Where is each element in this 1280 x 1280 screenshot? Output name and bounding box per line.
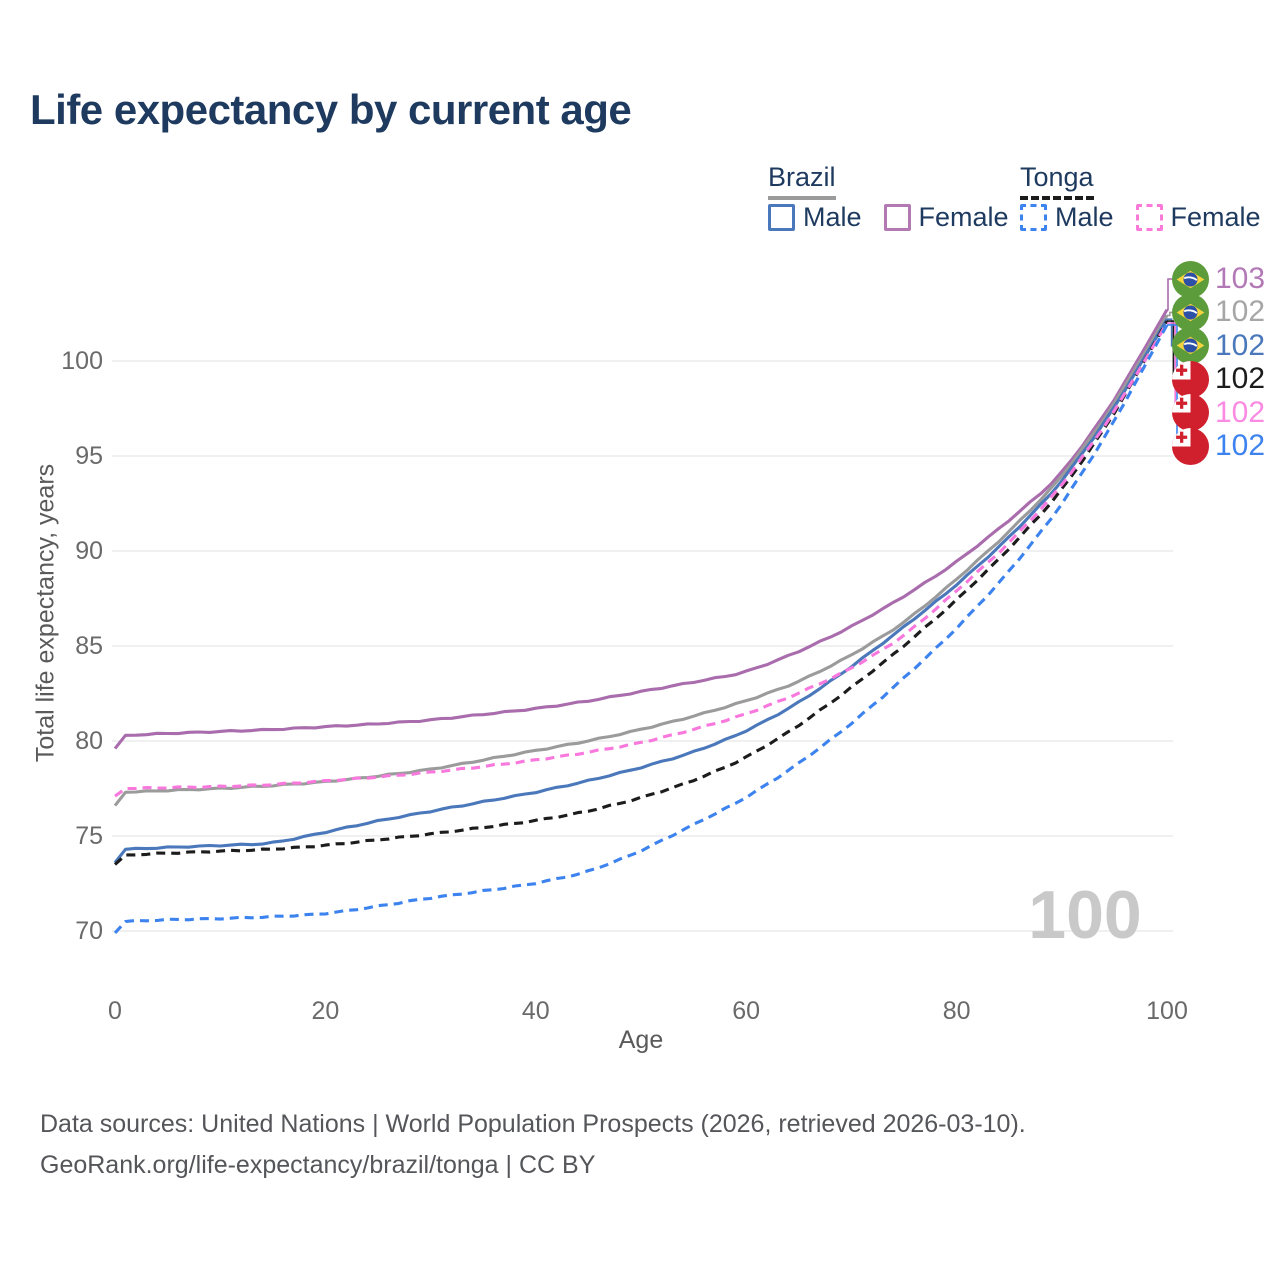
legend-country-brazil: Brazil — [768, 162, 836, 201]
series-line-tonga-female — [114, 322, 1169, 798]
legend-label-brazil-male: Male — [803, 202, 862, 232]
end-value-tonga-male: 102 — [1215, 429, 1266, 462]
legend-swatch-tonga-female[interactable] — [1135, 204, 1163, 231]
y-tick-100: 100 — [61, 347, 103, 375]
y-tick-70: 70 — [75, 917, 103, 945]
legend-item-brazil-male[interactable]: Male — [768, 202, 862, 233]
x-tick-100: 100 — [1146, 997, 1188, 1025]
tonga-flag-icon — [1172, 394, 1209, 432]
legend-label-brazil-female: Female — [918, 202, 1009, 232]
x-tick-20: 20 — [311, 997, 340, 1025]
chart-title: Life expectancy by current age — [30, 86, 632, 133]
watermark-age-100: 100 — [1028, 877, 1142, 953]
end-value-brazil-female: 103 — [1215, 262, 1266, 295]
y-tick-80: 80 — [75, 727, 103, 755]
legend-item-tonga-female[interactable]: Female — [1135, 202, 1261, 233]
series-line-brazil-both-sexes — [113, 314, 1169, 807]
legend-label-tonga-male: Male — [1055, 202, 1114, 232]
end-label-tonga-female: 102 — [1172, 394, 1266, 432]
end-label-tonga-both-sexes: 102 — [1172, 360, 1266, 398]
y-tick-85: 85 — [75, 632, 103, 660]
brazil-flag-icon — [1172, 260, 1209, 298]
end-value-brazil-both-sexes: 102 — [1215, 295, 1266, 329]
legend-group-brazil: Brazil Male Female — [768, 162, 1009, 232]
legend-group-tonga: Tonga Male Female — [1020, 162, 1261, 232]
series-line-brazil-male — [113, 318, 1169, 864]
footer-sources: Data sources: United Nations | World Pop… — [40, 1110, 1026, 1138]
series-line-brazil-female — [113, 308, 1169, 750]
brazil-flag-icon — [1172, 293, 1209, 331]
legend-item-tonga-male[interactable]: Male — [1020, 202, 1114, 233]
y-tick-75: 75 — [75, 822, 103, 850]
legend-swatch-brazil-male[interactable] — [768, 204, 795, 231]
end-value-brazil-male: 102 — [1215, 328, 1266, 362]
end-label-brazil-both-sexes: 102 — [1172, 293, 1266, 331]
series-line-tonga-male — [113, 324, 1169, 934]
legend-swatch-tonga-male[interactable] — [1020, 204, 1047, 231]
footer-link: GeoRank.org/life-expectancy/brazil/tonga… — [40, 1150, 596, 1179]
x-axis-title: Age — [618, 1026, 664, 1054]
end-label-brazil-female: 103 — [1172, 260, 1266, 298]
legend-label-tonga-female: Female — [1170, 202, 1261, 232]
x-tick-40: 40 — [521, 997, 550, 1025]
tonga-flag-icon — [1172, 427, 1209, 465]
series-line-tonga-both-sexes — [113, 320, 1169, 866]
brazil-flag-icon — [1172, 327, 1209, 365]
legend-country-tonga: Tonga — [1020, 162, 1094, 201]
footer: Data sources: United Nations | World Pop… — [40, 1104, 1026, 1185]
end-label-tonga-male: 102 — [1172, 427, 1266, 465]
y-axis-title: Total life expectancy, years — [31, 463, 60, 763]
y-tick-95: 95 — [75, 442, 103, 470]
legend-items-tonga: Male Female — [1020, 202, 1261, 233]
legend-items-brazil: Male Female — [768, 202, 1009, 233]
x-tick-80: 80 — [942, 997, 971, 1025]
tonga-flag-icon — [1172, 360, 1209, 398]
end-value-tonga-female: 102 — [1215, 395, 1266, 429]
legend-swatch-brazil-female[interactable] — [883, 204, 911, 231]
end-label-brazil-male: 102 — [1172, 327, 1266, 365]
legend-item-brazil-female[interactable]: Female — [883, 202, 1009, 233]
x-tick-0: 0 — [108, 997, 122, 1025]
x-tick-60: 60 — [732, 997, 761, 1025]
end-value-tonga-both-sexes: 102 — [1215, 362, 1266, 396]
y-tick-90: 90 — [75, 537, 103, 565]
